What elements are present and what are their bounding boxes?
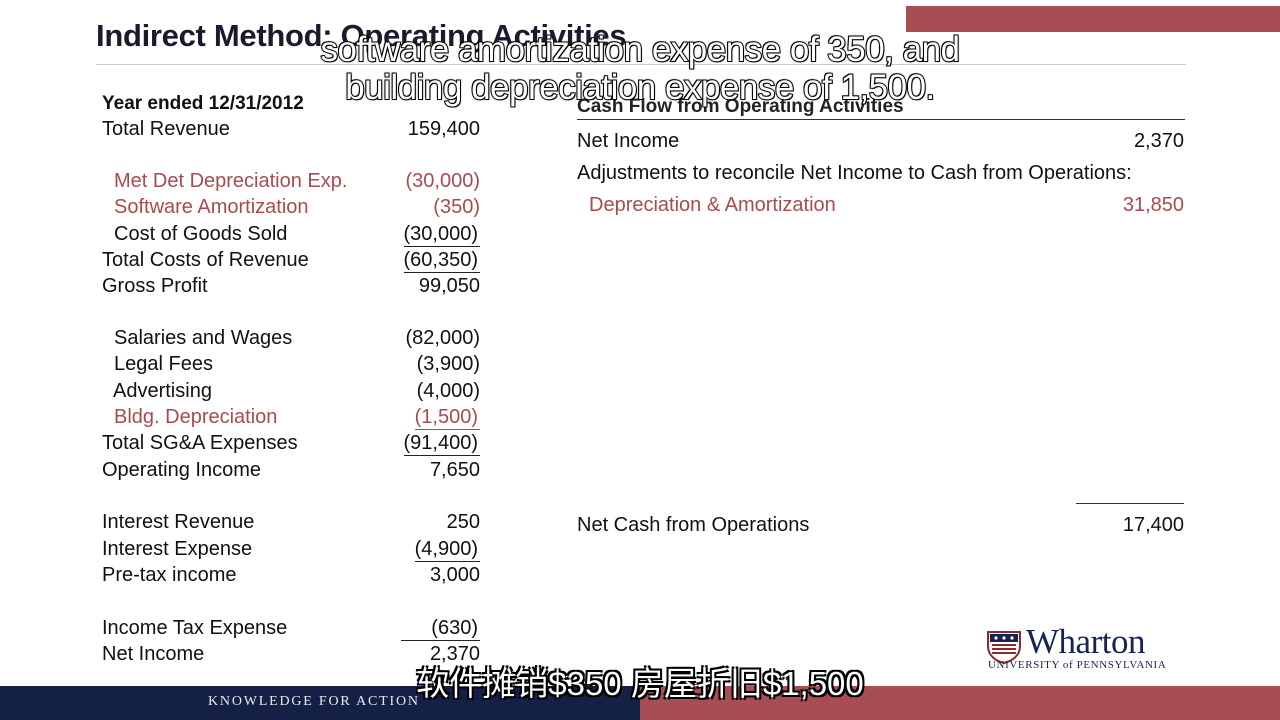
cash-flow-header-rule <box>577 119 1185 120</box>
row-label: Total SG&A Expenses <box>102 432 298 454</box>
row-label: Advertising <box>113 380 212 402</box>
row-value: (4,900) <box>414 538 480 562</box>
row-label: Met Det Depreciation Exp. <box>114 170 348 192</box>
row-label: Total Costs of Revenue <box>102 249 309 271</box>
footer-bar: KNOWLEDGE FOR ACTION <box>0 686 640 720</box>
row-value: (30,000) <box>403 223 480 247</box>
wharton-logo: Wharton UNIVERSITY of PENNSYLVANIA <box>986 622 1191 672</box>
row-value: 2,370 <box>429 643 480 665</box>
row-value: (1,500) <box>414 406 480 430</box>
subtitle-line-1: software amortization expense of 350, an… <box>319 29 961 70</box>
row-label: Salaries and Wages <box>114 327 293 349</box>
row-label: Software Amortization <box>114 196 309 218</box>
row-value: 3,000 <box>429 564 480 586</box>
row-value: (630) <box>401 617 480 641</box>
net-cash-label: Net Cash from Operations <box>577 514 810 536</box>
adjustments-label: Adjustments to reconcile Net Income to C… <box>577 162 1132 184</box>
header-accent-bar <box>906 6 1280 32</box>
row-value: (82,000) <box>405 327 481 349</box>
row-label: Net Income <box>102 643 205 665</box>
row-label: Bldg. Depreciation <box>114 406 278 428</box>
row-value: 7,650 <box>429 459 480 481</box>
row-label: Gross Profit <box>102 275 208 297</box>
logo-subtitle: UNIVERSITY of PENNSYLVANIA <box>988 659 1167 671</box>
net-cash-rule <box>1076 503 1184 504</box>
dep-amort-label: Depreciation & Amortization <box>589 194 836 216</box>
row-label: Interest Expense <box>102 538 253 560</box>
row-value: (350) <box>433 196 480 218</box>
footer-tagline: KNOWLEDGE FOR ACTION <box>208 694 420 709</box>
shield-icon <box>987 631 1021 664</box>
row-label: Cost of Goods Sold <box>114 223 288 245</box>
subtitle-line-2: building depreciation expense of 1,500. <box>344 67 936 108</box>
row-value: (91,400) <box>403 432 480 456</box>
row-value: (60,350) <box>403 249 480 273</box>
row-label: Income Tax Expense <box>102 617 288 639</box>
row-label: Total Revenue <box>102 118 230 140</box>
row-value: (4,000) <box>416 380 480 402</box>
row-value: 250 <box>446 511 480 533</box>
title-divider <box>96 64 1186 65</box>
footer-accent-bar <box>640 686 1280 720</box>
row-label: Pre-tax income <box>102 564 237 586</box>
row-value: (3,900) <box>416 353 480 375</box>
net-income-label: Net Income <box>577 130 680 152</box>
cash-flow-header: Cash Flow from Operating Activities <box>577 96 904 117</box>
net-income-value: 2,370 <box>1133 130 1184 152</box>
row-label: Legal Fees <box>114 353 213 375</box>
income-statement-header: Year ended 12/31/2012 <box>102 93 304 114</box>
row-value: (30,000) <box>405 170 481 192</box>
subtitle-chinese: 软件摊销$350 房屋折旧$1,500 <box>416 665 864 702</box>
page-title: Indirect Method: Operating Activities <box>96 18 627 53</box>
row-label: Operating Income <box>102 459 261 481</box>
dep-amort-value: 31,850 <box>1122 194 1184 216</box>
row-value: 159,400 <box>407 118 480 140</box>
row-label: Interest Revenue <box>102 511 255 533</box>
logo-wordmark: Wharton <box>1026 622 1145 661</box>
net-cash-value: 17,400 <box>1122 514 1184 536</box>
row-value: 99,050 <box>418 275 480 297</box>
